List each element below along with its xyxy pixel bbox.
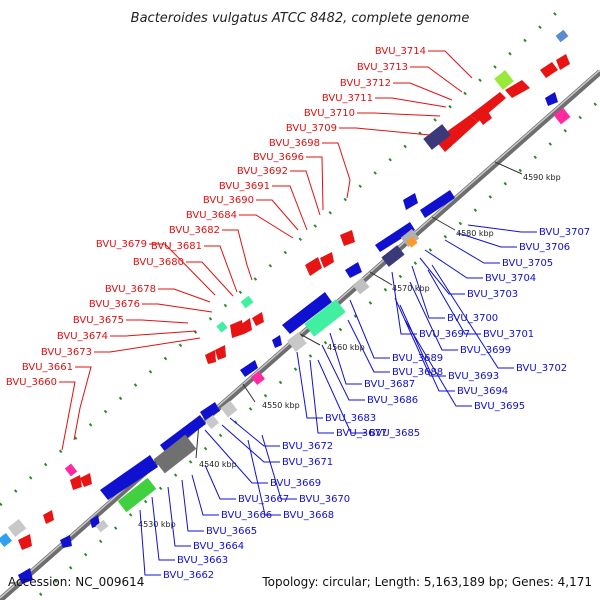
gene-label[interactable]: BVU_3707 xyxy=(539,227,590,238)
gene-label[interactable]: BVU_3675 xyxy=(73,315,124,326)
gene-label[interactable]: BVU_3664 xyxy=(193,541,244,552)
gene-label[interactable]: BVU_3667 xyxy=(238,494,289,505)
gene-label[interactable]: BVU_3691 xyxy=(219,181,270,192)
gene-label[interactable]: BVU_3704 xyxy=(485,273,536,284)
gene-label[interactable]: BVU_3662 xyxy=(163,570,214,581)
gene-label[interactable]: BVU_3687 xyxy=(364,379,415,390)
accession-text: Accession: NC_009614 xyxy=(8,575,144,589)
tick-label: 4550 kbp xyxy=(262,401,300,410)
gene-label[interactable]: BVU_3700 xyxy=(447,313,498,324)
forward-leader-lines xyxy=(59,50,473,451)
scale-labels: 4530 kbp 4540 kbp 4550 kbp 4560 kbp 4570… xyxy=(138,173,561,529)
gene-label[interactable]: BVU_3673 xyxy=(41,347,92,358)
gene-label[interactable]: BVU_3705 xyxy=(502,258,553,269)
gene-label[interactable]: BVU_3683 xyxy=(325,413,376,424)
gene-label[interactable]: BVU_3693 xyxy=(448,371,499,382)
gene-label[interactable]: BVU_3679 xyxy=(96,239,147,250)
forward-gene-labels: BVU_3714 BVU_3713 BVU_3712 BVU_3711 BVU_… xyxy=(6,46,473,451)
gene-label[interactable]: BVU_3701 xyxy=(483,329,534,340)
gene-label[interactable]: BVU_3689 xyxy=(392,353,443,364)
gene-label[interactable]: BVU_3681 xyxy=(151,241,202,252)
gene-label[interactable]: BVU_3694 xyxy=(457,386,508,397)
gene-label[interactable]: BVU_3682 xyxy=(169,225,220,236)
reverse-gene-labels: BVU_3707 BVU_3706 BVU_3705 BVU_3704 BVU_… xyxy=(139,224,590,581)
gene-label[interactable]: BVU_3677 xyxy=(336,428,387,439)
gene-label[interactable]: BVU_3668 xyxy=(283,510,334,521)
gene-label[interactable]: BVU_3670 xyxy=(299,494,350,505)
gene-label[interactable]: BVU_3665 xyxy=(206,526,257,537)
gene-label[interactable]: BVU_3713 xyxy=(357,62,408,73)
gene-label[interactable]: BVU_3695 xyxy=(474,401,525,412)
gene-label[interactable]: BVU_3710 xyxy=(304,108,355,119)
tick-label: 4540 kbp xyxy=(199,460,237,469)
topology-text: Topology: circular; Length: 5,163,189 bp… xyxy=(261,575,592,589)
gene-label[interactable]: BVU_3669 xyxy=(270,478,321,489)
gene-features xyxy=(0,29,571,584)
gene-label[interactable]: BVU_3709 xyxy=(286,123,337,134)
gene-label[interactable]: BVU_3686 xyxy=(367,395,418,406)
gene-label[interactable]: BVU_3697 xyxy=(419,329,470,340)
gene-label[interactable]: BVU_3674 xyxy=(57,331,108,342)
gene-label[interactable]: BVU_3696 xyxy=(253,152,304,163)
gene-label[interactable]: BVU_3692 xyxy=(237,166,288,177)
tick-label: 4560 kbp xyxy=(327,343,365,352)
gene-label[interactable]: BVU_3688 xyxy=(392,367,443,378)
gene-label[interactable]: BVU_3666 xyxy=(221,510,272,521)
gene-label[interactable]: BVU_3690 xyxy=(203,195,254,206)
gene-label[interactable]: BVU_3684 xyxy=(186,210,237,221)
gene-label[interactable]: BVU_3711 xyxy=(322,93,373,104)
gene-label[interactable]: BVU_3702 xyxy=(516,363,567,374)
tick-label: 4530 kbp xyxy=(138,520,176,529)
gene-label[interactable]: BVU_3660 xyxy=(6,377,57,388)
tick-label: 4580 kbp xyxy=(456,229,494,238)
gene-label[interactable]: BVU_3712 xyxy=(340,78,391,89)
map-title: Bacteroides vulgatus ATCC 8482, complete… xyxy=(131,11,470,26)
gene-label[interactable]: BVU_3671 xyxy=(282,457,333,468)
gene-label[interactable]: BVU_3680 xyxy=(133,257,184,268)
reverse-leader-lines xyxy=(139,224,537,576)
gene-label[interactable]: BVU_3714 xyxy=(375,46,426,57)
gene-label[interactable]: BVU_3672 xyxy=(282,441,333,452)
gene-label[interactable]: BVU_3676 xyxy=(89,299,140,310)
gene-label[interactable]: BVU_3706 xyxy=(519,242,570,253)
tick-label: 4570 kbp xyxy=(392,284,430,293)
gene-label[interactable]: BVU_3703 xyxy=(467,289,518,300)
gene-label[interactable]: BVU_3685 xyxy=(369,428,420,439)
tick-label: 4590 kbp xyxy=(523,173,561,182)
gene-label[interactable]: BVU_3661 xyxy=(22,362,73,373)
gene-label[interactable]: BVU_3699 xyxy=(460,345,511,356)
gene-label[interactable]: BVU_3678 xyxy=(105,284,156,295)
gene-label[interactable]: BVU_3663 xyxy=(177,555,228,566)
gene-label[interactable]: BVU_3698 xyxy=(269,138,320,149)
